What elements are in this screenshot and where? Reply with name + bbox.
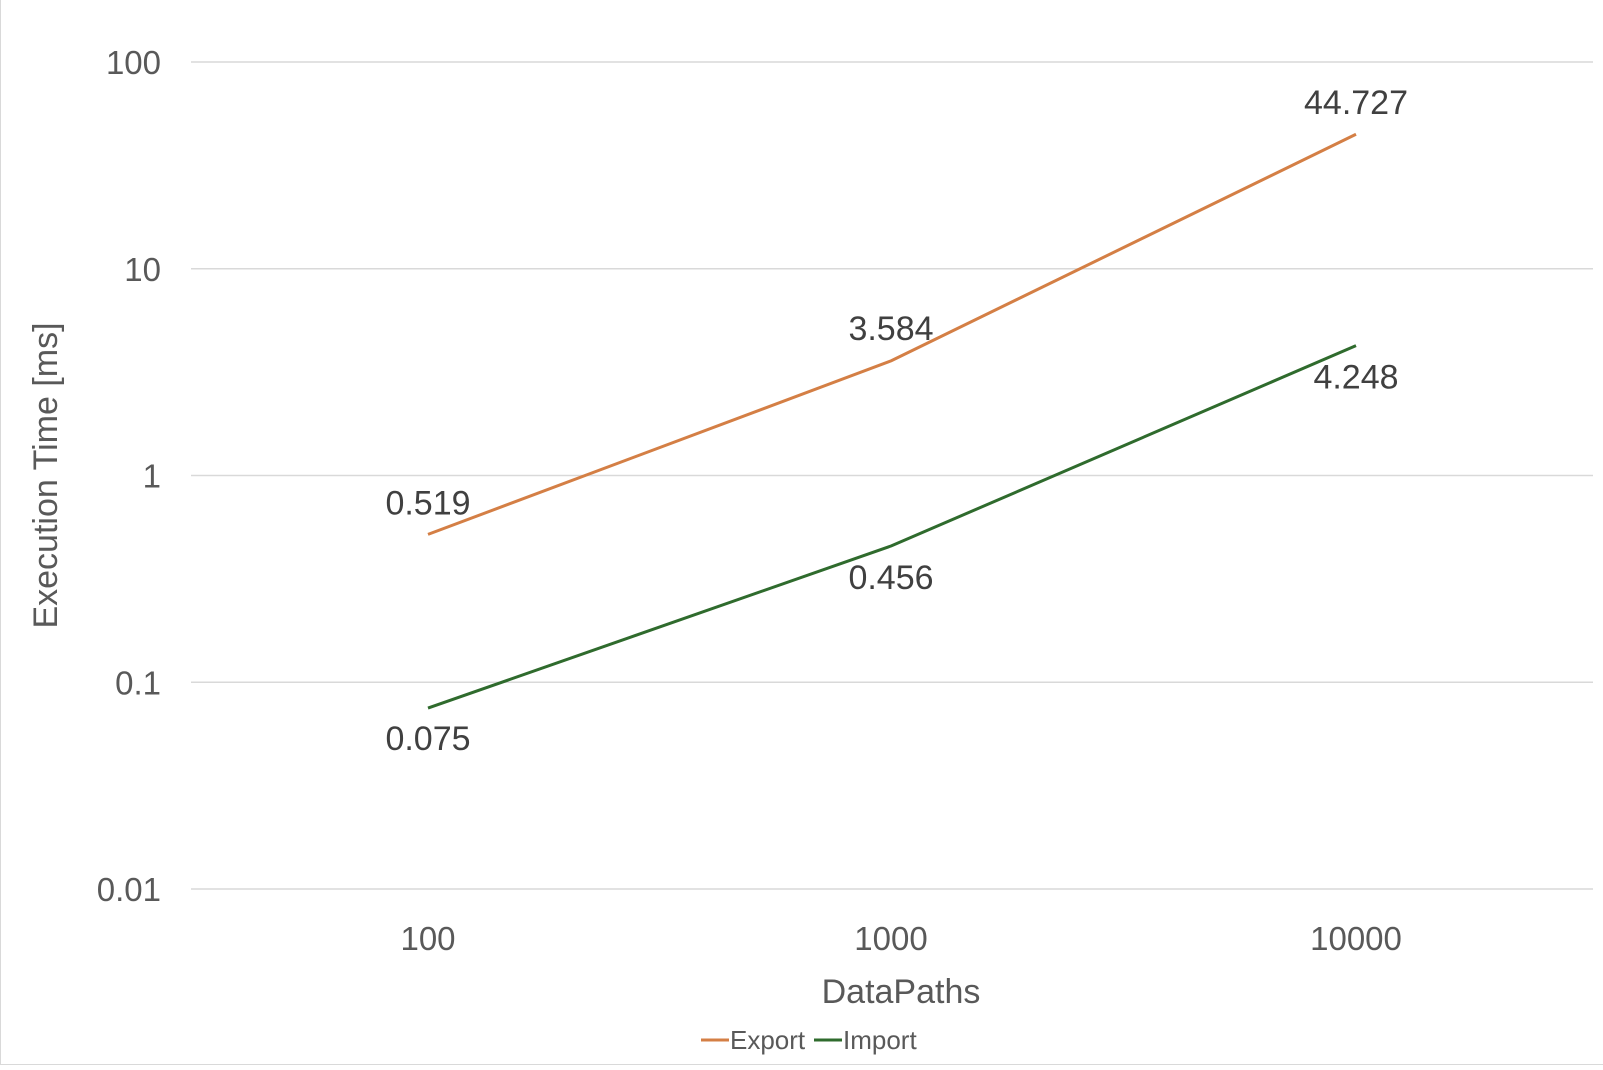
y-axis-tick-labels: 0.01 0.1 1 10 100 <box>97 44 161 908</box>
data-label: 3.584 <box>848 310 933 348</box>
y-tick-label: 0.1 <box>115 664 161 701</box>
grid-lines <box>191 61 1593 890</box>
legend-item-import: Import <box>814 1025 917 1055</box>
legend-label: Export <box>730 1025 806 1055</box>
y-axis-title: Execution Time [ms] <box>27 322 65 628</box>
y-tick-label: 100 <box>106 44 161 81</box>
series-line-import <box>427 344 1357 710</box>
data-label: 0.075 <box>385 720 470 758</box>
legend-item-export: Export <box>701 1025 806 1055</box>
x-axis-tick-labels: 100 1000 10000 <box>400 920 1401 957</box>
data-labels: 0.519 3.584 44.727 0.075 0.456 4.248 <box>385 84 1408 758</box>
legend: Export Import <box>701 1025 917 1055</box>
x-axis-title: DataPaths <box>822 973 981 1011</box>
y-tick-label: 0.01 <box>97 871 161 908</box>
series-line-export <box>427 132 1357 536</box>
data-label: 0.519 <box>385 484 470 522</box>
x-tick-label: 10000 <box>1310 920 1402 957</box>
data-label: 4.248 <box>1313 359 1398 397</box>
y-tick-label: 10 <box>124 251 161 288</box>
x-tick-label: 1000 <box>854 920 927 957</box>
series-lines <box>427 132 1357 710</box>
y-tick-label: 1 <box>143 458 161 495</box>
x-tick-label: 100 <box>400 920 455 957</box>
legend-label: Import <box>843 1025 917 1055</box>
data-label: 44.727 <box>1304 84 1408 122</box>
data-label: 0.456 <box>848 559 933 597</box>
